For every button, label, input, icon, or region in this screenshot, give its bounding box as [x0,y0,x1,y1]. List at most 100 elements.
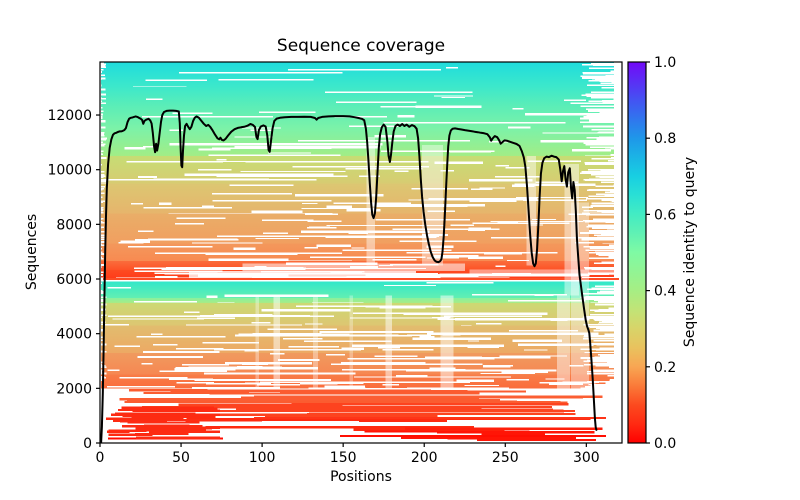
msa-row-end-gap [591,362,622,364]
msa-row-end-gap [584,162,622,164]
msa-row-end-gap [597,291,622,294]
msa-row [437,431,595,434]
msa-gap-streak [383,121,566,124]
msa-row-end-gap [582,63,622,66]
msa-row-end-gap [593,299,622,302]
msa-row-end-gap [611,200,622,202]
msa-row-end-gap [591,174,622,176]
msa-row-end-gap [587,84,622,87]
msa-gap-streak [198,148,231,151]
msa-gap-streak [523,349,548,351]
colorbar-frame [627,61,647,444]
msa-gap-streak [399,240,477,242]
msa-gap-streak [137,230,154,233]
msa-row-end-gap [596,203,622,205]
colorbar-gradient [628,62,646,443]
msa-gap-streak [569,365,584,367]
msa-row-end-gap [581,298,622,300]
msa-row-start-gap [100,200,105,203]
msa-gap-streak [300,230,430,234]
msa-gap-streak [406,251,558,254]
msa-row-start-gap [100,186,106,188]
msa-sparse-row [309,412,565,415]
msa-row-end-gap [590,314,622,316]
msa-row-end-gap [610,70,622,73]
msa-row-start-gap [100,282,102,285]
msa-sparse-row [222,406,553,409]
msa-row-end-gap [592,358,622,361]
msa-sparse-row [237,418,435,422]
msa-row-end-gap [580,172,622,174]
msa-gap-streak [154,276,178,278]
y-tick-label: 0 [83,436,92,452]
msa-row-end-gap [580,232,622,234]
msa-row-end-gap [599,347,622,349]
vertical-gap-column [557,295,571,389]
msa-row-end-gap [611,156,622,159]
msa-gap-streak [333,202,412,204]
vertical-gap-column [440,295,454,389]
msa-row-end-gap [583,315,622,318]
msa-gap-streak [471,188,493,190]
msa-gap-streak [439,357,547,359]
msa-sparse-row [236,407,418,411]
msa-gap-streak [518,343,594,346]
x-axis-ticks: 0 50 100 150 200 250 300 [96,443,600,466]
msa-row-end-gap [608,255,622,258]
msa-row-start-gap [100,238,107,240]
msa-gap-streak [101,178,317,181]
y-axis-label: Sequences [24,214,40,290]
msa-row-start-gap [100,363,103,366]
msa-row-end-gap [597,300,622,303]
msa-row-end-gap [614,216,622,219]
msa-row-start-gap [100,303,107,306]
msa-row-end-gap [614,129,622,131]
vertical-gap-column [273,295,280,389]
msa-gap-streak [267,328,337,330]
msa-gap-streak [154,252,343,254]
msa-row-start-gap [100,291,104,294]
msa-row-end-gap [589,225,622,227]
msa-gap-streak [385,334,412,337]
x-tick-label: 0 [96,450,105,466]
colorbar-tick-label: 0.4 [654,284,676,300]
msa-row-end-gap [598,326,622,329]
msa-row-end-gap [594,319,622,322]
msa-row-end-gap [587,189,622,191]
msa-row-end-gap [604,287,622,290]
msa-cluster-row [119,420,166,423]
msa-row-end-gap [586,95,622,97]
msa-row-end-gap [613,186,622,189]
msa-gap-streak [169,142,383,146]
msa-row-end-gap [614,208,622,211]
msa-cluster-row [140,429,185,432]
msa-row-end-gap [609,244,622,247]
msa-gap-streak [563,99,587,101]
msa-sparse-row [124,400,259,404]
msa-row-start-gap [100,290,103,292]
msa-gap-streak [301,202,318,205]
msa-gap-streak [374,355,418,357]
msa-row-start-gap [100,126,106,129]
msa-row [119,398,400,401]
msa-gap-streak [224,361,313,365]
msa-row-end-gap [612,322,622,325]
msa-gap-streak [419,336,435,339]
msa-row-end-gap [593,318,622,321]
colorbar-tick-label: 0.6 [654,207,676,223]
msa-gap-streak [426,282,494,284]
msa-gap-streak [507,300,586,302]
msa-row-end-gap [580,348,622,351]
msa-gap-streak [468,256,503,259]
msa-gap-streak [350,317,450,319]
msa-gap-streak [508,329,578,332]
msa-row-start-gap [100,247,102,250]
msa-gap-streak [397,114,415,118]
msa-gap-streak [188,366,282,368]
msa-row-end-gap [585,102,622,105]
msa-gap-streak [124,147,146,150]
msa-row-end-gap [614,258,622,260]
msa-row-end-gap [580,75,622,78]
msa-cluster-row [135,425,191,428]
msa-row-end-gap [591,112,622,115]
